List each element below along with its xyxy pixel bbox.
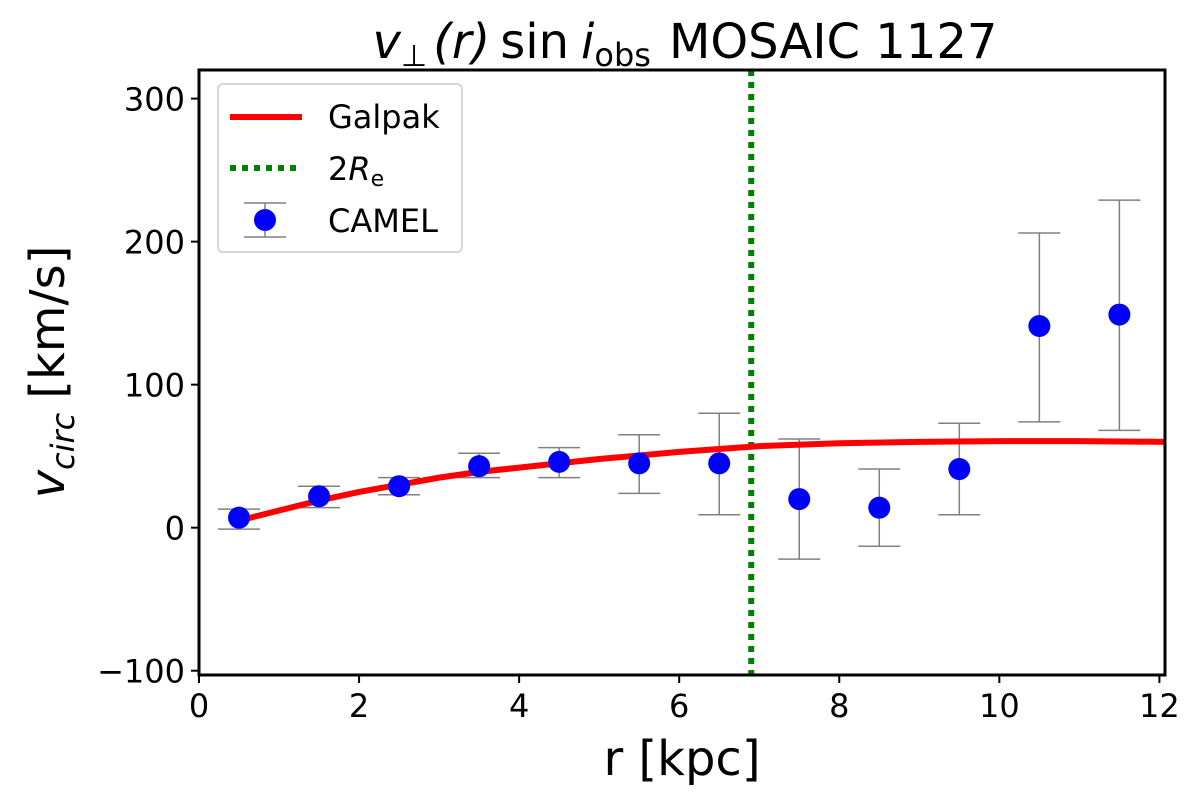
legend-galpak-label: Galpak <box>328 98 440 136</box>
y-axis-label: vcirc[km/s] <box>20 246 82 499</box>
camel-point <box>468 455 491 478</box>
x-tick-label: 8 <box>829 687 849 725</box>
legend-camel-marker <box>254 209 276 231</box>
camel-point <box>868 496 891 519</box>
y-tick-label: −100 <box>97 653 185 691</box>
y-tick-label: 0 <box>165 510 185 548</box>
x-tick-label: 10 <box>979 687 1020 725</box>
chart-title: v⊥ (r) sin iobs MOSAIC 1127 <box>373 14 998 74</box>
x-tick-label: 2 <box>349 687 369 725</box>
legend-camel-label: CAMEL <box>328 202 438 240</box>
camel-point <box>1028 315 1051 338</box>
legend-2re-label: 2Re <box>328 150 384 192</box>
axes-frame <box>197 68 1167 677</box>
x-axis-label: r [kpc] <box>603 731 760 787</box>
legend: Galpak 2Re CAMEL <box>217 83 463 253</box>
camel-point <box>228 506 251 529</box>
camel-point <box>388 475 411 498</box>
camel-point <box>708 452 731 475</box>
galpak-line <box>238 438 1165 524</box>
x-tick-label: 4 <box>509 687 529 725</box>
camel-point <box>548 450 571 473</box>
legend-frame <box>217 83 463 253</box>
camel-point <box>1108 303 1131 326</box>
plot-area <box>218 70 1165 675</box>
x-tick-label: 12 <box>1139 687 1180 725</box>
x-tick-label: 6 <box>669 687 689 725</box>
camel-point <box>948 458 971 481</box>
plot-content <box>218 70 1165 675</box>
x-tick-label: 0 <box>189 687 209 725</box>
y-tick-label: 300 <box>124 81 185 119</box>
y-tick-label: 100 <box>124 367 185 405</box>
camel-point <box>308 485 331 508</box>
y-tick-label: 200 <box>124 224 185 262</box>
camel-point <box>788 488 811 511</box>
camel-point <box>628 452 651 475</box>
